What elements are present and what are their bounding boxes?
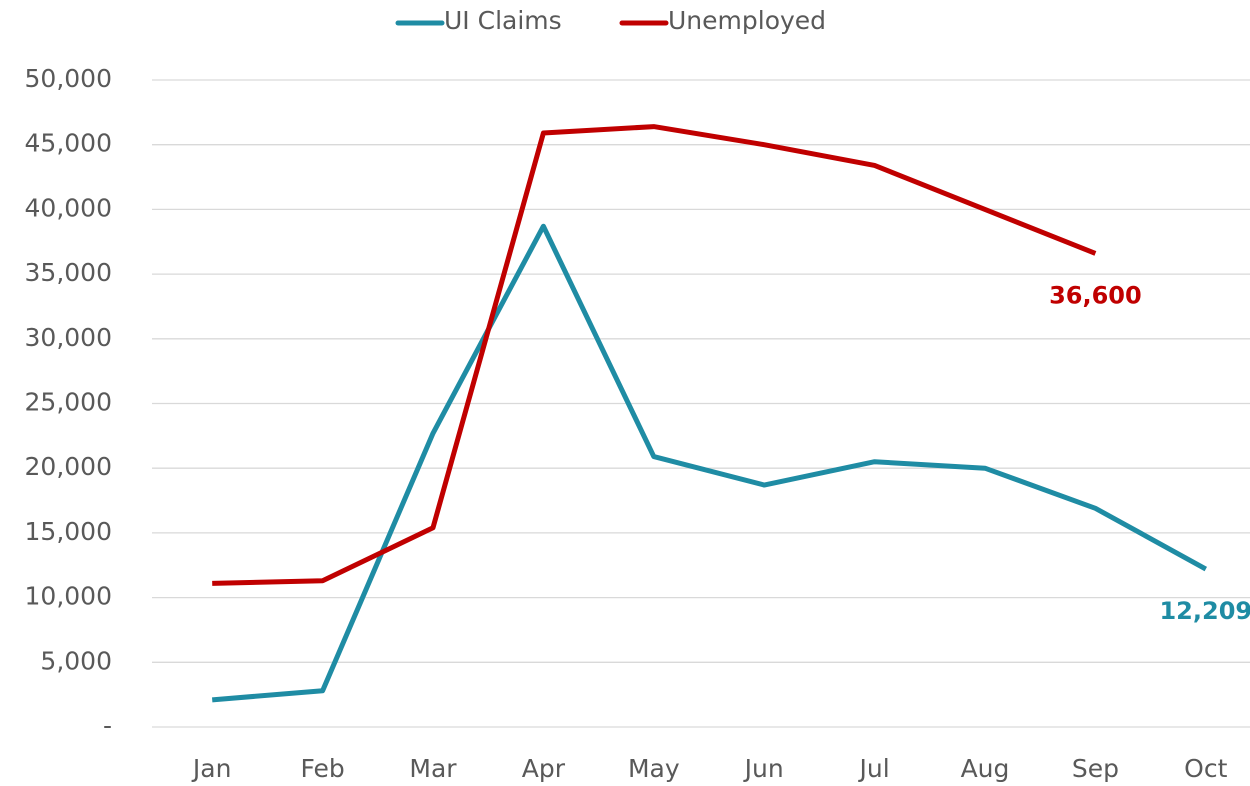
x-tick-label: Sep xyxy=(1072,754,1119,783)
y-tick-label: 30,000 xyxy=(25,323,112,352)
x-tick-label: Apr xyxy=(522,754,566,783)
x-tick-label: Jan xyxy=(191,754,232,783)
series-line xyxy=(212,124,1097,586)
x-tick-label: May xyxy=(628,754,680,783)
y-tick-label: 20,000 xyxy=(25,452,112,481)
x-tick-label: Jul xyxy=(858,754,890,783)
series-line xyxy=(211,223,1208,703)
y-tick-label: - xyxy=(103,711,112,740)
x-tick-label: Mar xyxy=(409,754,457,783)
x-tick-label: Oct xyxy=(1184,754,1227,783)
x-tick-label: Jun xyxy=(743,754,784,783)
y-tick-label: 10,000 xyxy=(25,582,112,611)
y-tick-label: 40,000 xyxy=(25,193,112,222)
y-tick-label: 5,000 xyxy=(40,646,112,675)
y-tick-label: 45,000 xyxy=(25,129,112,158)
data-label: 36,600 xyxy=(1049,281,1142,309)
y-tick-label: 50,000 xyxy=(25,64,112,93)
data-label: 12,209 xyxy=(1159,597,1250,625)
x-tick-label: Feb xyxy=(300,754,344,783)
x-tick-label: Aug xyxy=(961,754,1010,783)
legend-label: UI Claims xyxy=(444,6,562,35)
y-tick-label: 35,000 xyxy=(25,258,112,287)
y-tick-label: 15,000 xyxy=(25,517,112,546)
legend-label: Unemployed xyxy=(668,6,826,35)
y-tick-label: 25,000 xyxy=(25,388,112,417)
